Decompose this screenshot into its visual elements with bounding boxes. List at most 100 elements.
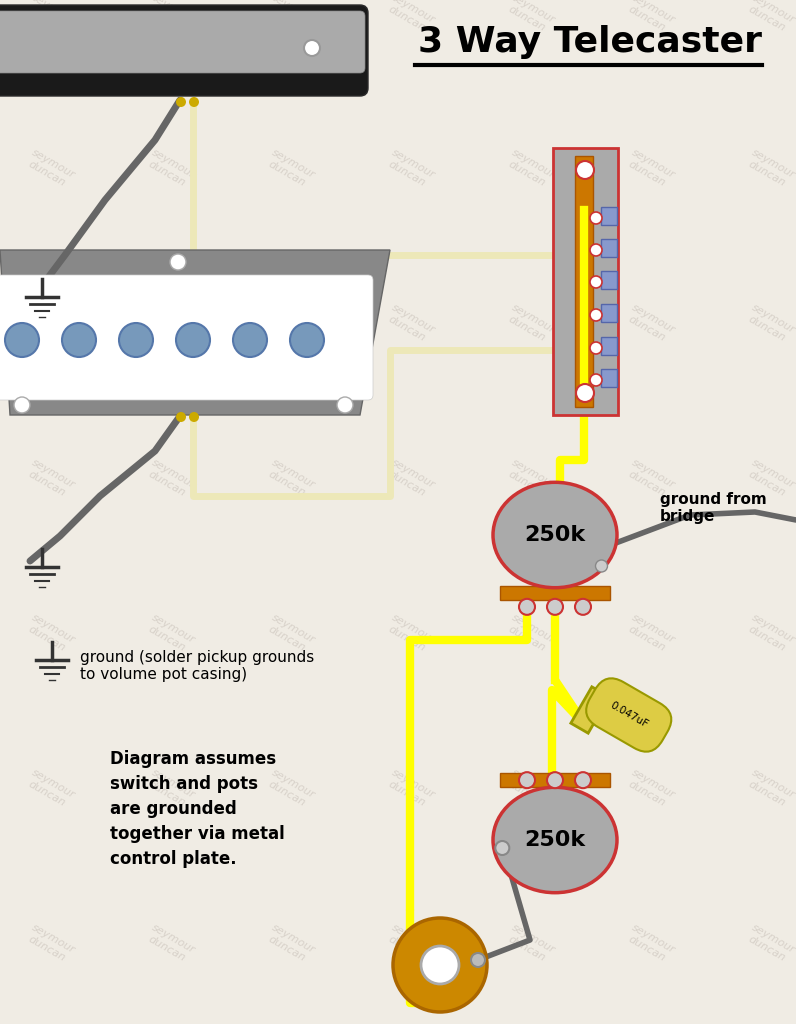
Text: seymour
duncan: seymour duncan — [24, 0, 76, 36]
Text: seymour
duncan: seymour duncan — [143, 612, 197, 655]
Circle shape — [590, 244, 602, 256]
Text: seymour
duncan: seymour duncan — [623, 458, 677, 501]
Text: seymour
duncan: seymour duncan — [504, 768, 556, 810]
Text: seymour
duncan: seymour duncan — [384, 612, 436, 655]
Text: seymour
duncan: seymour duncan — [263, 923, 316, 966]
Circle shape — [590, 342, 602, 354]
Bar — [500, 773, 610, 787]
Circle shape — [495, 841, 509, 855]
Text: seymour
duncan: seymour duncan — [263, 0, 316, 36]
Text: seymour
duncan: seymour duncan — [143, 302, 197, 345]
Text: seymour
duncan: seymour duncan — [743, 302, 796, 345]
Text: seymour
duncan: seymour duncan — [623, 147, 677, 190]
Text: seymour
duncan: seymour duncan — [384, 147, 436, 190]
Circle shape — [575, 599, 591, 614]
Text: seymour
duncan: seymour duncan — [263, 147, 316, 190]
Text: seymour
duncan: seymour duncan — [743, 0, 796, 36]
Text: 250k: 250k — [525, 525, 586, 545]
Text: seymour
duncan: seymour duncan — [143, 923, 197, 966]
Text: seymour
duncan: seymour duncan — [623, 923, 677, 966]
Ellipse shape — [233, 323, 267, 357]
Circle shape — [575, 772, 591, 788]
Text: seymour
duncan: seymour duncan — [263, 302, 316, 345]
Text: seymour
duncan: seymour duncan — [384, 768, 436, 810]
Circle shape — [176, 412, 186, 422]
Circle shape — [14, 397, 30, 413]
Text: seymour
duncan: seymour duncan — [743, 612, 796, 655]
Text: seymour
duncan: seymour duncan — [384, 302, 436, 345]
Text: seymour
duncan: seymour duncan — [24, 923, 76, 966]
Bar — [553, 148, 618, 415]
FancyBboxPatch shape — [0, 275, 373, 400]
Circle shape — [547, 772, 563, 788]
Text: seymour
duncan: seymour duncan — [743, 458, 796, 501]
Ellipse shape — [493, 787, 617, 893]
Bar — [601, 304, 617, 322]
Bar — [601, 369, 617, 387]
Circle shape — [304, 40, 320, 56]
Ellipse shape — [62, 323, 96, 357]
Text: seymour
duncan: seymour duncan — [623, 0, 677, 36]
Ellipse shape — [290, 323, 324, 357]
Circle shape — [519, 772, 535, 788]
Text: ground (solder pickup grounds
to volume pot casing): ground (solder pickup grounds to volume … — [80, 650, 314, 682]
Text: seymour
duncan: seymour duncan — [143, 768, 197, 810]
Text: seymour
duncan: seymour duncan — [384, 0, 436, 36]
Text: seymour
duncan: seymour duncan — [504, 302, 556, 345]
Circle shape — [590, 276, 602, 288]
Text: seymour
duncan: seymour duncan — [143, 0, 197, 36]
Circle shape — [170, 254, 186, 270]
Text: 250k: 250k — [525, 830, 586, 850]
Circle shape — [176, 97, 186, 106]
Text: seymour
duncan: seymour duncan — [623, 768, 677, 810]
Circle shape — [590, 309, 602, 321]
Text: 0.047uF: 0.047uF — [608, 700, 650, 730]
Text: 3 Way Telecaster: 3 Way Telecaster — [418, 25, 762, 59]
FancyBboxPatch shape — [0, 5, 368, 96]
Polygon shape — [0, 250, 390, 415]
Polygon shape — [571, 687, 609, 733]
FancyBboxPatch shape — [0, 11, 365, 73]
Text: seymour
duncan: seymour duncan — [24, 458, 76, 501]
Circle shape — [393, 918, 487, 1012]
Text: seymour
duncan: seymour duncan — [24, 147, 76, 190]
Ellipse shape — [119, 323, 153, 357]
Bar — [601, 239, 617, 257]
Circle shape — [519, 599, 535, 614]
Text: seymour
duncan: seymour duncan — [263, 458, 316, 501]
Text: seymour
duncan: seymour duncan — [24, 302, 76, 345]
Text: seymour
duncan: seymour duncan — [504, 612, 556, 655]
Text: seymour
duncan: seymour duncan — [623, 302, 677, 345]
Circle shape — [189, 97, 199, 106]
Circle shape — [421, 946, 459, 984]
Text: seymour
duncan: seymour duncan — [504, 147, 556, 190]
Text: seymour
duncan: seymour duncan — [743, 147, 796, 190]
Bar — [500, 586, 610, 600]
Text: seymour
duncan: seymour duncan — [24, 612, 76, 655]
Bar — [575, 156, 593, 407]
Circle shape — [576, 384, 594, 402]
Circle shape — [547, 599, 563, 614]
Circle shape — [471, 953, 485, 967]
Bar — [601, 207, 617, 225]
Ellipse shape — [5, 323, 39, 357]
Text: seymour
duncan: seymour duncan — [623, 612, 677, 655]
Text: ground from
bridge: ground from bridge — [660, 492, 767, 524]
Text: seymour
duncan: seymour duncan — [143, 147, 197, 190]
Text: seymour
duncan: seymour duncan — [743, 923, 796, 966]
Ellipse shape — [176, 323, 210, 357]
Text: seymour
duncan: seymour duncan — [384, 923, 436, 966]
Text: seymour
duncan: seymour duncan — [504, 458, 556, 501]
Ellipse shape — [493, 482, 617, 588]
Circle shape — [590, 374, 602, 386]
Text: seymour
duncan: seymour duncan — [24, 768, 76, 810]
Text: seymour
duncan: seymour duncan — [143, 458, 197, 501]
Text: seymour
duncan: seymour duncan — [263, 768, 316, 810]
Text: Diagram assumes
switch and pots
are grounded
together via metal
control plate.: Diagram assumes switch and pots are grou… — [110, 750, 285, 868]
Text: seymour
duncan: seymour duncan — [743, 768, 796, 810]
Bar — [601, 271, 617, 289]
Circle shape — [595, 560, 607, 572]
Text: seymour
duncan: seymour duncan — [263, 612, 316, 655]
Text: seymour
duncan: seymour duncan — [504, 0, 556, 36]
Bar — [601, 337, 617, 355]
